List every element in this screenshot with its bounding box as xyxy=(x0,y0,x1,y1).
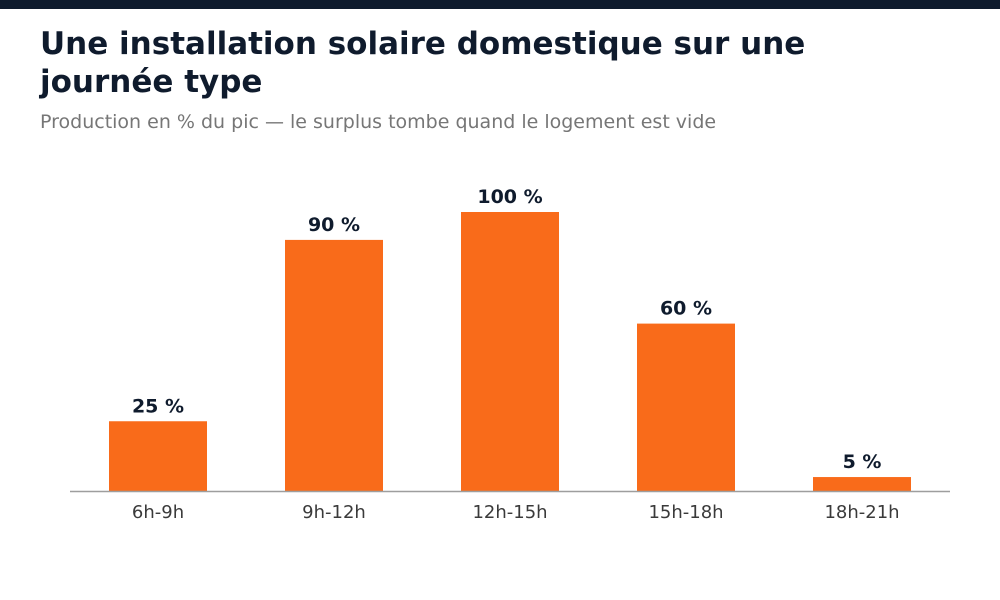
x-tick-label: 6h-9h xyxy=(132,502,184,523)
value-labels-group: 25 % 90 % 100 % 60 % 5 % xyxy=(132,186,881,473)
value-label: 90 % xyxy=(308,214,360,236)
x-tick-label: 12h-15h xyxy=(472,502,547,523)
bar-6h-9h xyxy=(109,421,207,491)
top-accent-bar xyxy=(0,0,1000,9)
value-label: 5 % xyxy=(843,451,882,473)
bar-15h-18h xyxy=(637,323,735,491)
tick-labels-group: 6h-9h 9h-12h 12h-15h 15h-18h 18h-21h xyxy=(132,502,900,523)
bar-12h-15h xyxy=(461,212,559,491)
chart-title: Une installation solaire domestique sur … xyxy=(40,26,806,100)
bar-9h-12h xyxy=(285,239,383,491)
x-tick-label: 9h-12h xyxy=(302,502,366,523)
value-label: 60 % xyxy=(660,298,712,320)
x-tick-label: 15h-18h xyxy=(648,502,723,523)
chart-subtitle: Production en % du pic — le surplus tomb… xyxy=(40,111,717,133)
value-label: 25 % xyxy=(132,395,184,417)
x-tick-label: 18h-21h xyxy=(824,502,899,523)
bars-group xyxy=(109,212,911,491)
value-label: 100 % xyxy=(477,186,542,208)
bar-18h-21h xyxy=(813,477,911,491)
